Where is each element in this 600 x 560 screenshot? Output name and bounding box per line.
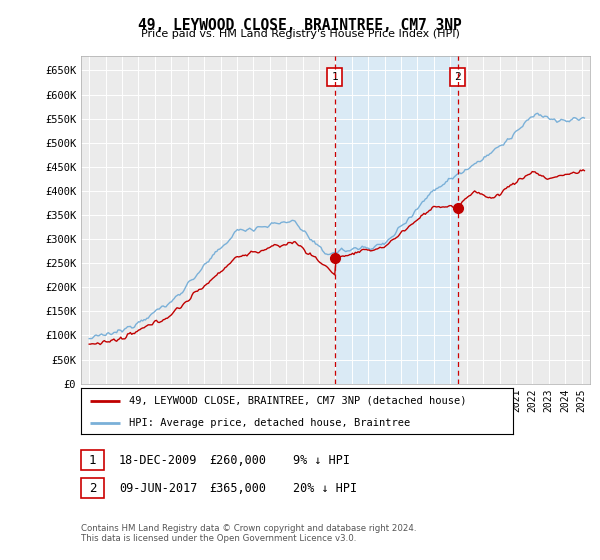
Text: HPI: Average price, detached house, Braintree: HPI: Average price, detached house, Brai… bbox=[128, 418, 410, 427]
Text: 49, LEYWOOD CLOSE, BRAINTREE, CM7 3NP: 49, LEYWOOD CLOSE, BRAINTREE, CM7 3NP bbox=[138, 18, 462, 33]
Text: 20% ↓ HPI: 20% ↓ HPI bbox=[293, 482, 357, 495]
Text: 2: 2 bbox=[454, 72, 461, 82]
Text: 49, LEYWOOD CLOSE, BRAINTREE, CM7 3NP (detached house): 49, LEYWOOD CLOSE, BRAINTREE, CM7 3NP (d… bbox=[128, 396, 466, 406]
Text: 09-JUN-2017: 09-JUN-2017 bbox=[119, 482, 197, 495]
Text: £365,000: £365,000 bbox=[209, 482, 266, 495]
Text: £260,000: £260,000 bbox=[209, 454, 266, 467]
Text: 2: 2 bbox=[89, 482, 96, 495]
Text: 1: 1 bbox=[331, 72, 338, 82]
Bar bbox=[335, 56, 458, 384]
Text: 9% ↓ HPI: 9% ↓ HPI bbox=[293, 454, 350, 467]
Text: Price paid vs. HM Land Registry's House Price Index (HPI): Price paid vs. HM Land Registry's House … bbox=[140, 29, 460, 39]
Text: Contains HM Land Registry data © Crown copyright and database right 2024.
This d: Contains HM Land Registry data © Crown c… bbox=[81, 524, 416, 543]
Text: 18-DEC-2009: 18-DEC-2009 bbox=[119, 454, 197, 467]
Text: 1: 1 bbox=[89, 454, 96, 467]
